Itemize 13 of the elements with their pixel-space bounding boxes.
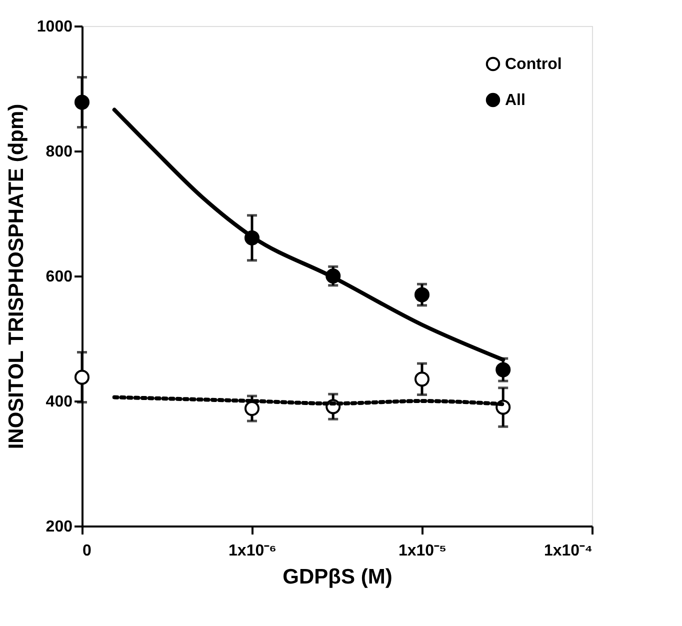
- y-tick-label: 800: [46, 144, 73, 160]
- x-axis-title: GDPβS (M): [282, 566, 392, 588]
- x-tick-label: 1x10⁻⁵: [398, 542, 447, 560]
- x-tick-label: 1x10⁻⁴: [544, 542, 593, 560]
- legend-label: All: [505, 92, 526, 109]
- y-tick-label: 200: [46, 518, 73, 536]
- y-axis-title: INOSITOL TRISPHOSPHATE (dpm): [4, 104, 28, 450]
- x-tick-label: 0: [82, 542, 92, 560]
- legend-label: Control: [505, 56, 562, 73]
- y-tick-label: 600: [46, 268, 73, 286]
- x-tick-label: 1x10⁻⁶: [228, 542, 276, 560]
- y-tick-label: 1000: [36, 18, 73, 36]
- y-tick-label: 400: [46, 394, 73, 410]
